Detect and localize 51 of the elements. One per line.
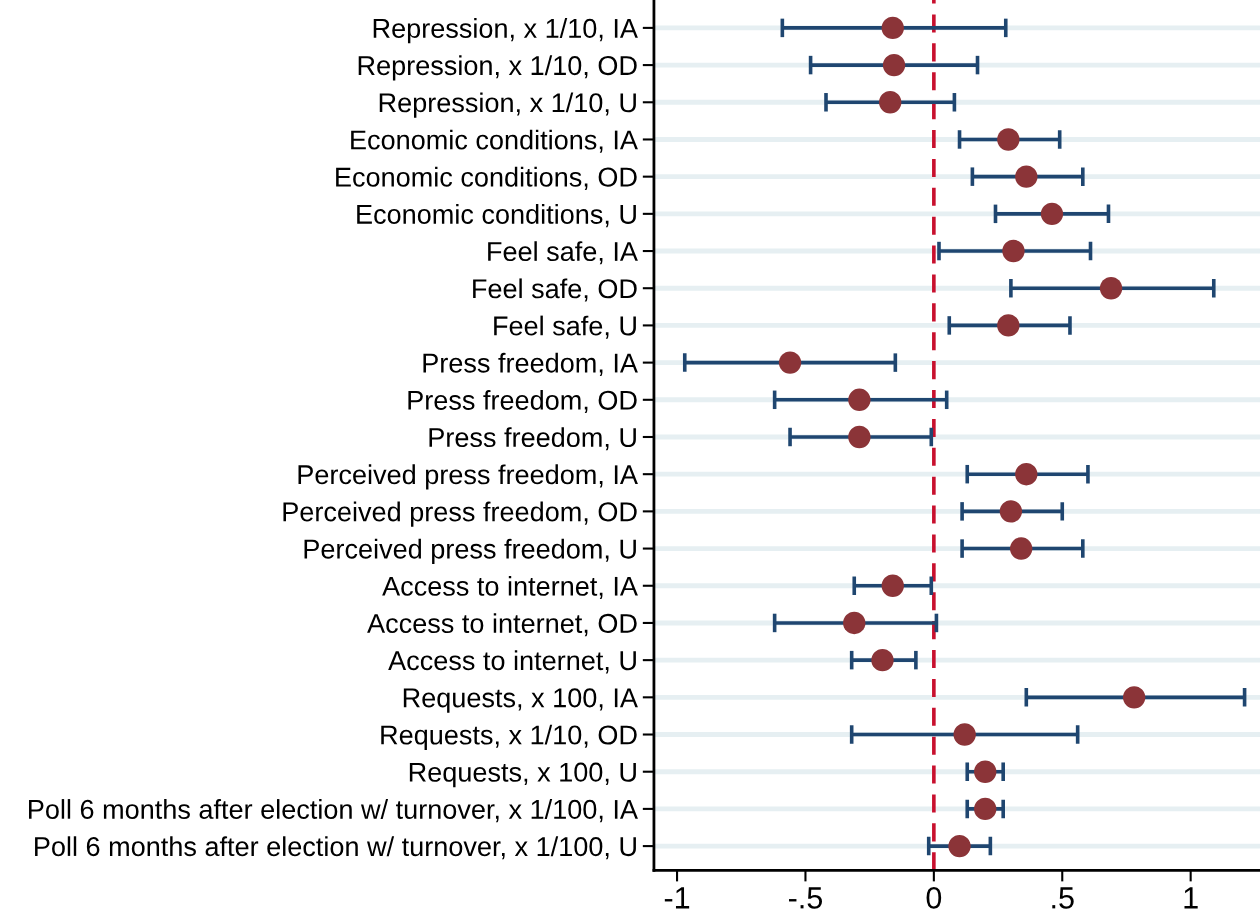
x-tick-label: 0 [926, 887, 942, 909]
y-tick-label: Requests, x 1/10, OD [381, 724, 637, 750]
y-tick-label: Access to internet, IA [382, 575, 638, 600]
point [974, 760, 997, 783]
point [948, 834, 971, 858]
y-tick-label: Poll 6 months after election w/ turnover, x 1/100, U [35, 836, 636, 860]
point [997, 128, 1020, 151]
y-tick-label: Press freedom, OD [408, 389, 637, 414]
point [997, 314, 1020, 337]
x-tick-label: .5 [1052, 887, 1074, 909]
y-tick-label: Press freedom, U [429, 427, 636, 451]
y-tick-label: Feel safe, U [494, 315, 636, 339]
point [1040, 202, 1064, 226]
y-tick-label: Requests, x 100, IA [403, 688, 638, 713]
y-tick-label: Access to internet, U [388, 650, 636, 674]
y-tick-label: Economic conditions, OD [336, 166, 637, 190]
x-tick-label: 1 [1184, 887, 1198, 909]
point [881, 16, 904, 40]
y-tick-label: Economic conditions, IA [351, 129, 638, 153]
point [1002, 239, 1025, 263]
point [953, 723, 976, 746]
y-tick-label: Access to internet, OD [367, 613, 637, 637]
point [1099, 277, 1123, 300]
y-tick-label: Repression, x 1/10, IA [373, 18, 638, 44]
y-tick-label: Poll 6 months after election w/ turnover, x 1/100, IA [29, 799, 638, 823]
y-tick-label: Economic conditions, U [357, 204, 636, 228]
point [999, 500, 1023, 523]
y-tick-label: Perceived press freedom, U [304, 538, 636, 564]
point [843, 611, 866, 635]
y-tick-label: Requests, x 100, U [409, 762, 636, 788]
point [881, 574, 904, 597]
point [871, 648, 894, 672]
point [1009, 537, 1033, 560]
y-tick-label: Repression, x 1/10, OD [358, 55, 637, 81]
point [879, 91, 902, 114]
point [1122, 686, 1146, 709]
point [1015, 165, 1038, 188]
point [882, 53, 906, 77]
y-tick-label: Feel safe, OD [473, 278, 637, 302]
y-tick-label: Press freedom, IA [423, 352, 638, 376]
x-tick-label: -.5 [788, 887, 822, 909]
point [778, 351, 802, 374]
point [848, 388, 871, 411]
point [848, 425, 871, 449]
y-tick-label: Perceived press freedom, IA [298, 464, 638, 490]
y-tick-label: Repression, x 1/10, U [379, 92, 636, 118]
y-tick-label: Feel safe, IA [488, 241, 638, 265]
point [974, 797, 997, 821]
point [1015, 462, 1038, 486]
x-tick-label: -1 [664, 887, 690, 909]
y-tick-label: Perceived press freedom, OD [283, 501, 637, 527]
